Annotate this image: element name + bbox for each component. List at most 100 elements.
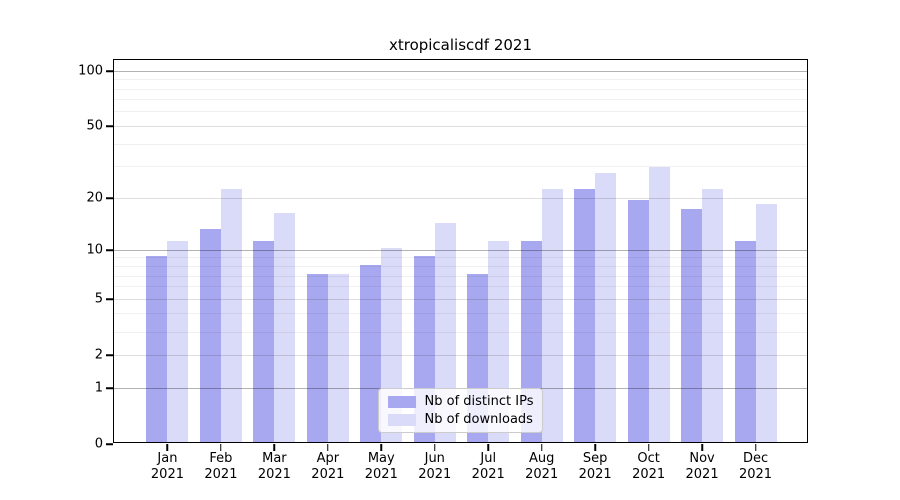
month-label: Feb: [209, 451, 233, 466]
month-label: Nov: [689, 451, 715, 466]
x-axis-tick: [754, 443, 757, 451]
bar-ips-nov: [681, 208, 703, 442]
year-label: 2021: [204, 467, 238, 482]
year-label: 2021: [418, 467, 452, 482]
bar-downloads-jun: [434, 223, 456, 442]
x-axis-tick-label-sep: Sep 2021: [579, 451, 612, 483]
y-axis-tick-label: 10: [86, 242, 103, 258]
y-axis-tick: [105, 249, 113, 252]
legend-label-distinct-ips: Nb of distinct IPs: [424, 394, 534, 409]
year-label: 2021: [364, 467, 398, 482]
year-label: 2021: [471, 467, 505, 482]
year-label: 2021: [632, 467, 666, 482]
bar-downloads-dec: [755, 204, 777, 442]
bar-ips-oct: [627, 200, 649, 442]
y-axis-tick-label: 0: [94, 436, 103, 452]
x-axis-tick-label-aug: Aug 2021: [525, 451, 558, 483]
x-axis-tick: [647, 443, 650, 451]
bar-ips-mar: [253, 241, 275, 442]
month-label: Aug: [528, 451, 555, 466]
legend-item-distinct-ips: Nb of distinct IPs: [387, 394, 534, 409]
bar-ips-sep: [574, 188, 596, 442]
x-axis-tick-label-may: May 2021: [365, 451, 398, 483]
year-label: 2021: [311, 467, 345, 482]
month-label: Jan: [157, 451, 178, 466]
x-axis-tick: [327, 443, 329, 451]
gridline-mid: [114, 197, 807, 199]
gridline-major: [114, 70, 807, 72]
year-label: 2021: [578, 467, 612, 482]
y-axis-tick: [105, 387, 113, 389]
gridline-mid: [114, 354, 807, 356]
year-label: 2021: [257, 467, 291, 482]
x-axis-tick: [273, 443, 276, 451]
x-axis-tick-label-jun: Jun 2021: [418, 451, 451, 483]
y-axis-tick-label: 20: [86, 190, 103, 206]
y-axis-tick: [105, 298, 113, 300]
y-axis-tick: [105, 354, 113, 356]
gridline-minor: [114, 257, 807, 259]
x-axis-tick-label-jul: Jul 2021: [472, 451, 505, 483]
bar-downloads-apr: [327, 274, 349, 442]
bar-ips-may: [360, 264, 382, 442]
year-label: 2021: [685, 467, 719, 482]
month-label: Mar: [262, 451, 287, 466]
month-label: Dec: [742, 451, 769, 466]
legend-swatch-downloads: [387, 413, 416, 426]
y-axis-tick: [105, 443, 113, 445]
x-axis-tick-label-nov: Nov 2021: [686, 451, 719, 483]
bar-ips-apr: [306, 274, 328, 442]
x-axis-tick: [434, 443, 436, 451]
gridline-mid: [114, 298, 807, 300]
bar-downloads-oct: [648, 167, 670, 442]
gridline-minor: [114, 166, 807, 168]
year-label: 2021: [150, 467, 184, 482]
x-axis-tick: [220, 443, 222, 451]
year-label: 2021: [525, 467, 559, 482]
gridline-minor: [114, 111, 807, 113]
y-axis-tick: [105, 70, 113, 72]
y-axis-tick-label: 50: [86, 118, 103, 134]
x-axis-tick: [487, 443, 489, 451]
gridline-minor: [114, 143, 807, 145]
month-label: Sep: [582, 451, 608, 466]
x-axis-tick: [540, 443, 543, 451]
gridline-mid: [114, 125, 807, 127]
plot-area: Nb of distinct IPs Nb of downloads 0 1 2 5 1…: [78, 59, 808, 482]
x-axis-tick-label-apr: Apr 2021: [311, 451, 344, 483]
x-axis-tick-label-dec: Dec 2021: [739, 451, 772, 483]
gridline-minor: [114, 266, 807, 267]
gridline-major: [114, 249, 807, 251]
x-axis-tick-label-feb: Feb 2021: [204, 451, 237, 483]
legend-swatch-distinct-ips: [387, 395, 416, 408]
gridline-minor: [114, 79, 807, 81]
month-label: Oct: [637, 451, 660, 466]
bar-ips-jan: [146, 256, 168, 442]
x-axis-tick: [701, 443, 703, 451]
gridline-minor: [114, 331, 807, 333]
gridline-minor: [114, 88, 807, 90]
x-axis-tick-label-mar: Mar 2021: [258, 451, 291, 483]
chart-title: xtropicaliscdf 2021: [388, 36, 533, 54]
year-label: 2021: [738, 467, 773, 482]
bar-downloads-mar: [274, 213, 296, 442]
legend: Nb of distinct IPs Nb of downloads: [377, 388, 544, 433]
month-label: Apr: [316, 451, 340, 466]
x-axis-tick: [380, 443, 383, 451]
y-axis-tick-label: 2: [94, 347, 103, 363]
month-label: Jul: [480, 451, 497, 466]
gridline-minor: [114, 313, 807, 315]
bar-ips-feb: [199, 228, 221, 442]
gridline-minor: [114, 286, 807, 288]
y-axis-tick: [105, 197, 113, 199]
bar-downloads-feb: [220, 188, 242, 442]
month-label: Jun: [424, 451, 445, 466]
legend-item-downloads: Nb of downloads: [387, 412, 534, 427]
bar-downloads-nov: [702, 188, 724, 442]
x-axis-tick: [166, 443, 169, 451]
y-axis-tick-label: 100: [78, 63, 103, 79]
y-axis-tick-label: 1: [94, 380, 103, 396]
gridline-minor: [114, 99, 807, 101]
legend-label-downloads: Nb of downloads: [424, 412, 533, 427]
